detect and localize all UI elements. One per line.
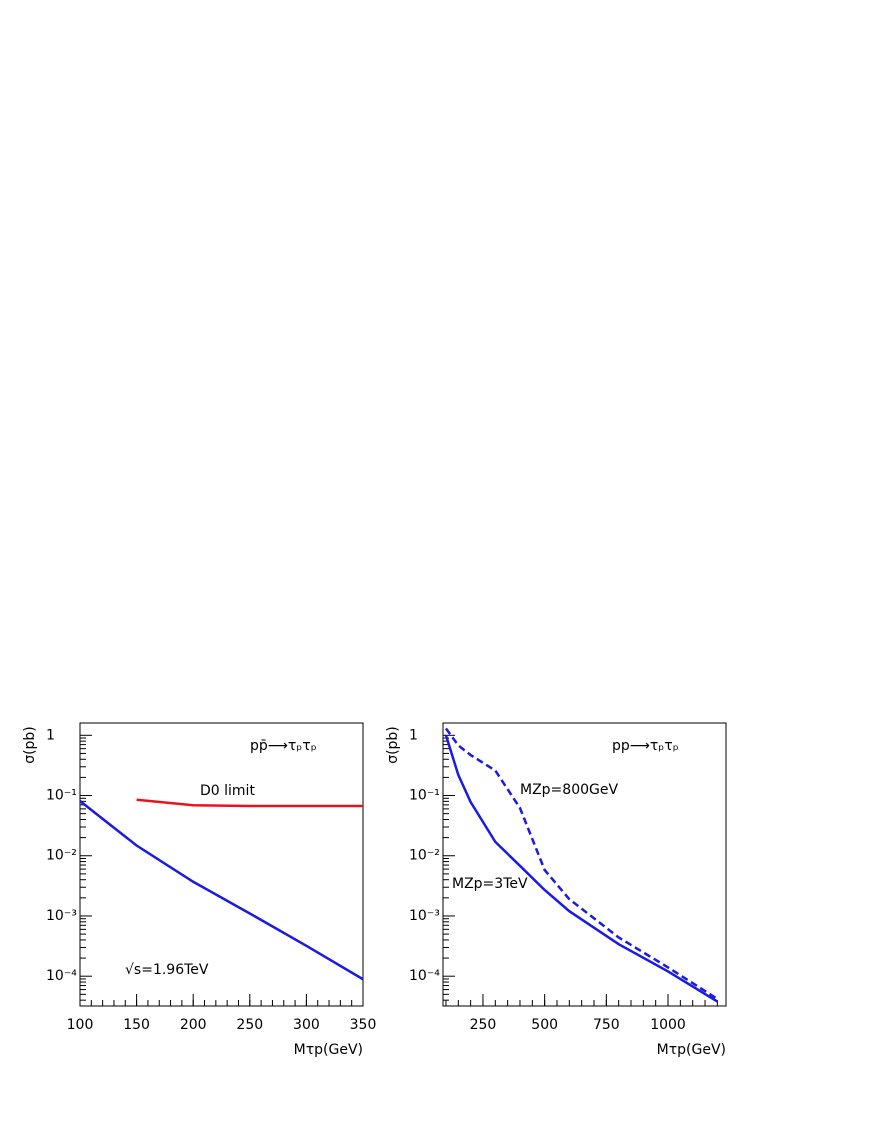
y-tick-label: 10⁻²: [409, 848, 440, 864]
annotation: MZp=800GeV: [520, 782, 618, 798]
x-tick-label: 350: [350, 1017, 377, 1033]
y-tick-label: 10⁻⁴: [409, 968, 440, 984]
y-tick-label: 10⁻¹: [409, 788, 440, 804]
plot-frame: [442, 722, 727, 1007]
x-axis-label: Mτp(GeV): [294, 1042, 363, 1058]
y-tick-label: 1: [409, 727, 418, 743]
x-tick-label: 300: [293, 1017, 320, 1033]
annotation: MZp=3TeV: [452, 876, 528, 892]
series-line: [136, 798, 363, 808]
x-tick-label: 150: [123, 1017, 150, 1033]
y-tick-label: 10⁻⁴: [46, 968, 77, 984]
annotation: D0 limit: [200, 783, 255, 799]
annotation: pp̄⟶τₚτₚ: [250, 738, 317, 754]
y-tick-label: 10⁻¹: [46, 788, 77, 804]
y-tick-label: 10⁻³: [409, 908, 440, 924]
y-tick-label: 1: [46, 727, 55, 743]
y-axis-label: σ(pb): [22, 726, 38, 764]
x-tick-label: 250: [236, 1017, 263, 1033]
x-tick-label: 1000: [650, 1017, 686, 1033]
x-tick-label: 750: [593, 1017, 620, 1033]
annotation: pp⟶τₚτₚ: [612, 738, 679, 754]
y-axis-label: σ(pb): [385, 726, 401, 764]
y-tick-label: 10⁻³: [46, 908, 77, 924]
x-axis-label: Mτp(GeV): [657, 1042, 726, 1058]
series-line: [444, 727, 719, 1000]
series-line: [444, 734, 719, 1003]
series-line: [79, 800, 364, 981]
x-tick-label: 100: [67, 1017, 94, 1033]
y-tick-label: 10⁻²: [46, 848, 77, 864]
x-tick-label: 250: [470, 1017, 497, 1033]
x-tick-label: 500: [531, 1017, 558, 1033]
x-tick-label: 200: [180, 1017, 207, 1033]
plot-frame: [79, 722, 364, 1007]
annotation: √s=1.96TeV: [125, 962, 209, 978]
